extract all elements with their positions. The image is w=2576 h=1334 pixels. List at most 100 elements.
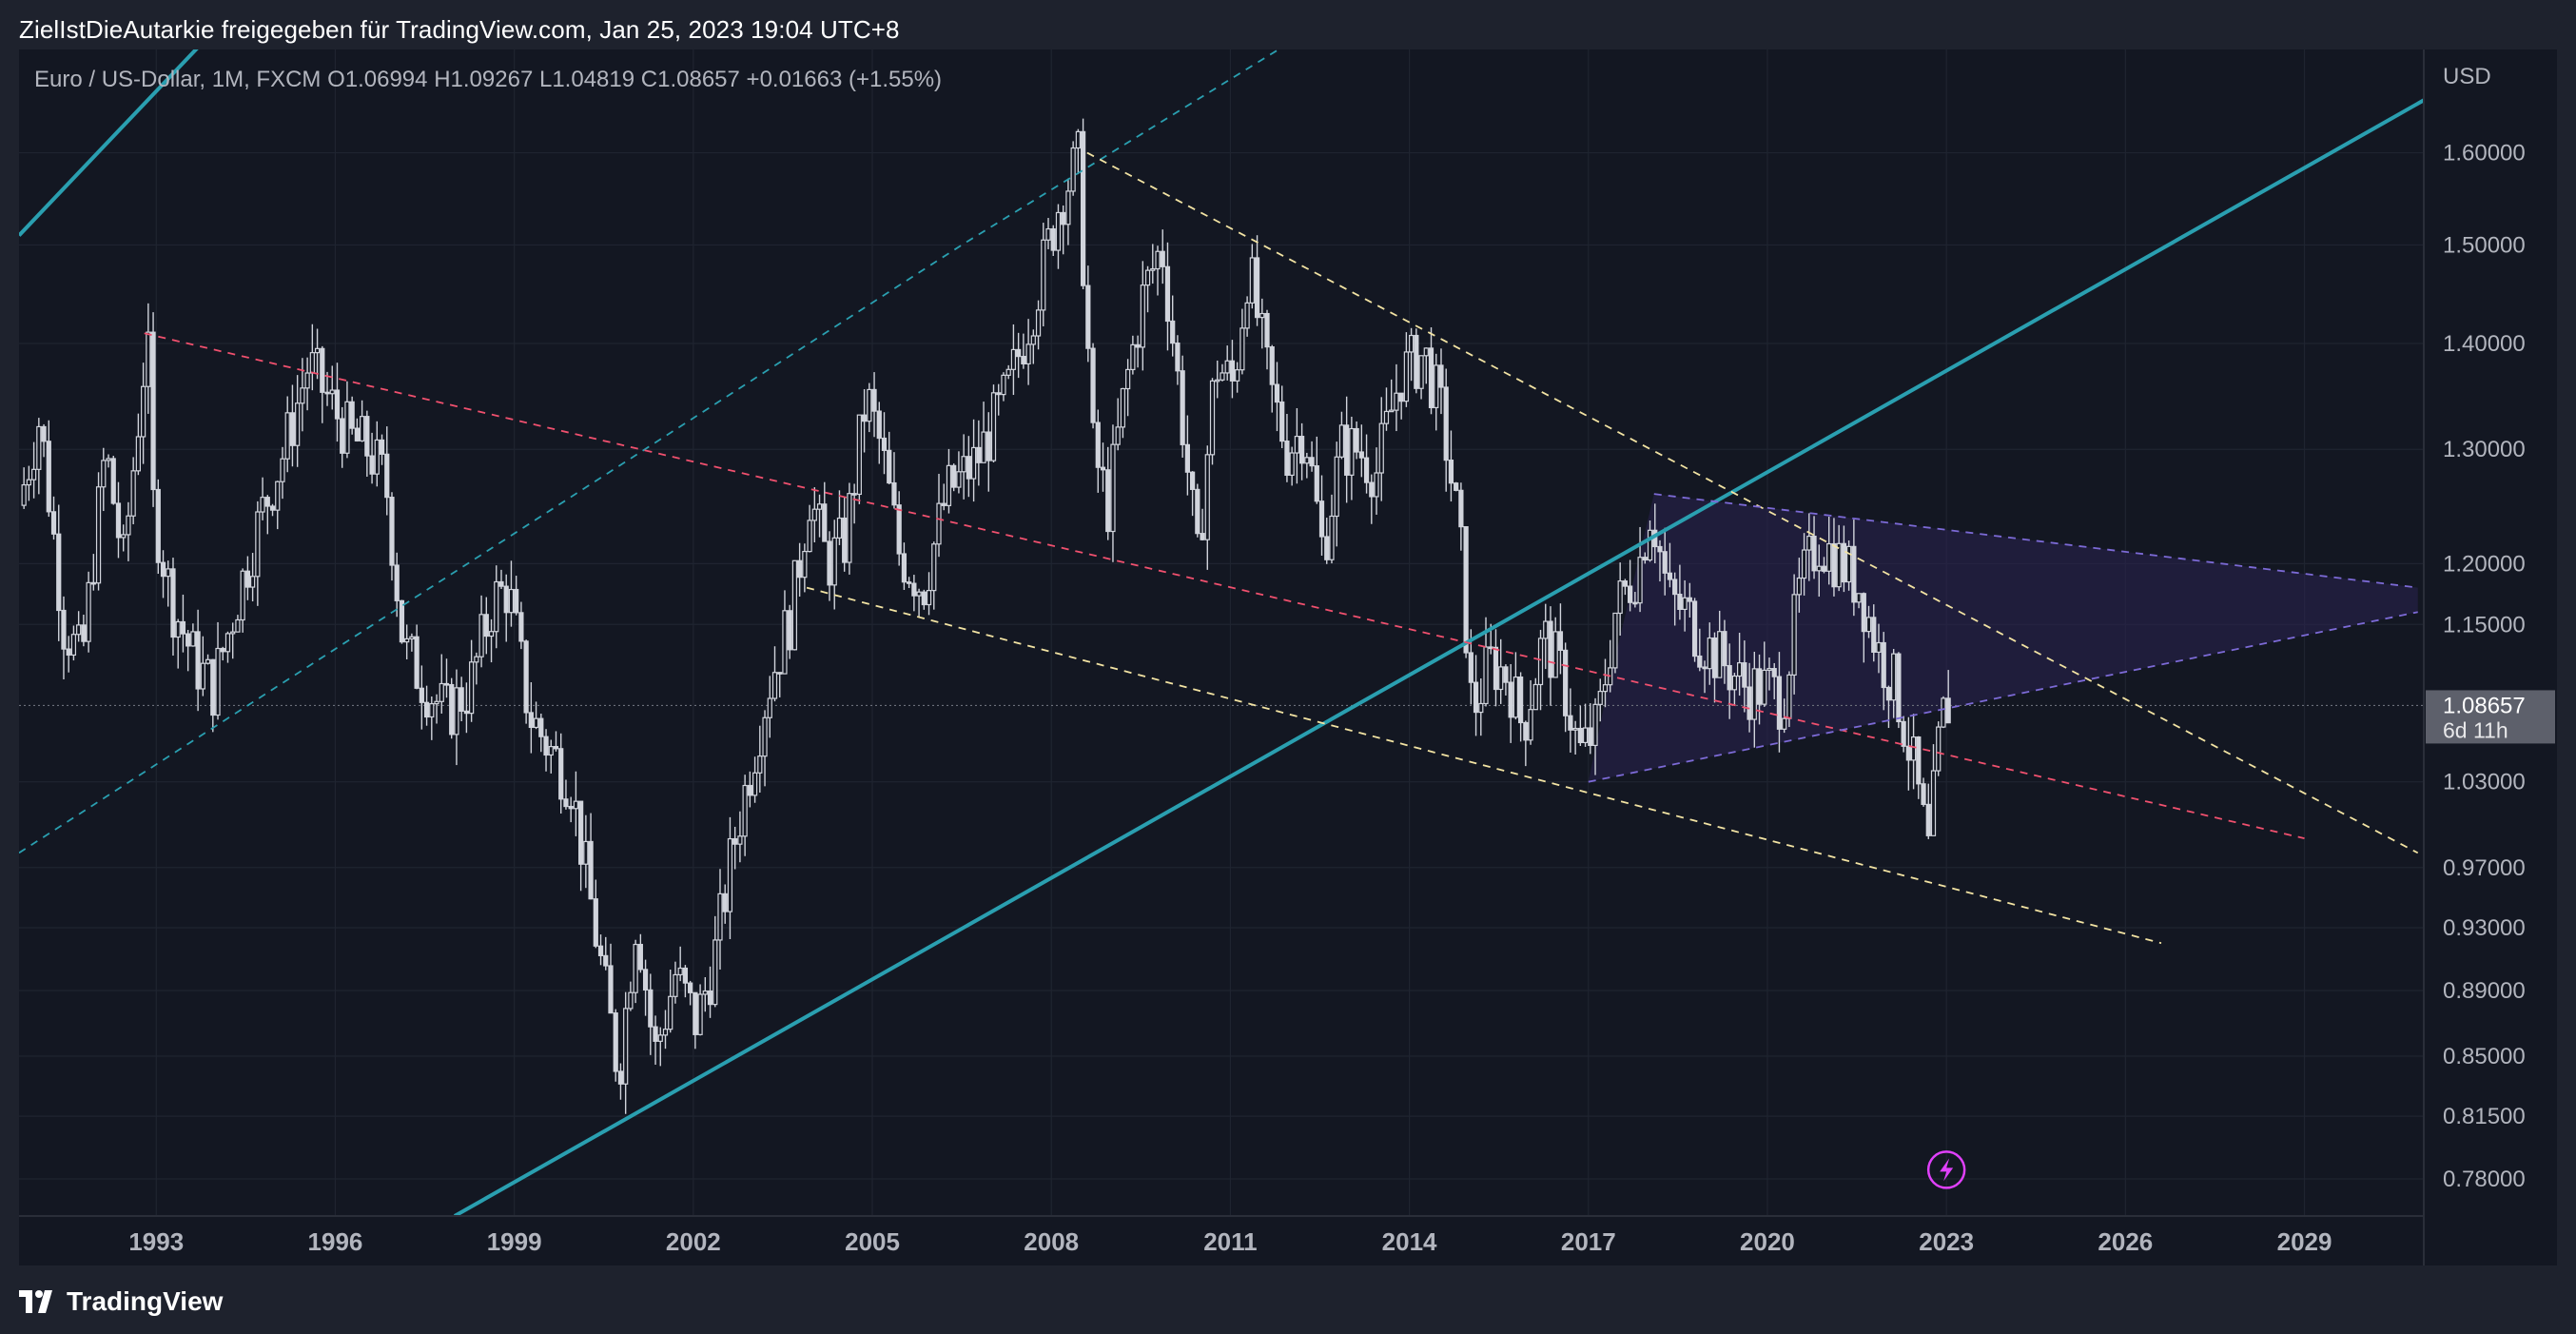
candle-body (200, 662, 205, 690)
candle-body (329, 389, 335, 395)
candle-body (1264, 312, 1270, 348)
flash-icon[interactable] (1926, 1150, 1966, 1189)
candle-body (1672, 579, 1678, 596)
candle-body (1184, 443, 1190, 473)
candle-body (1523, 721, 1529, 741)
candle-body (642, 969, 649, 991)
trendline-outer-teal-upper[interactable] (19, 49, 258, 237)
candles (21, 118, 1951, 1114)
trendline-yellow-dashed-lower[interactable] (806, 586, 2162, 945)
candle-body (637, 943, 643, 971)
candle-body (1667, 572, 1673, 580)
candle-body (269, 505, 276, 511)
candle-body (1925, 803, 1931, 836)
candle-body (907, 581, 912, 584)
candle-body (811, 508, 817, 521)
price-chart[interactable]: USD 1.60000 1.50000 1.40000 1.30000 1.20000 1.… (19, 49, 2557, 1265)
candle-body (1428, 347, 1434, 409)
candle-body (887, 449, 892, 484)
candle-body (1050, 227, 1056, 251)
y-tick-label: 1.60000 (2443, 141, 2526, 167)
candle-body (847, 493, 852, 563)
candle-body (304, 372, 310, 389)
candle-body (454, 687, 459, 736)
trendline-outer-teal-lower[interactable] (453, 98, 2424, 1216)
candle-body (419, 687, 424, 703)
candle-body (816, 503, 823, 510)
candle-body (732, 837, 738, 845)
candle-body (1711, 637, 1718, 678)
tradingview-logo[interactable]: TradingView (19, 1286, 223, 1317)
candle-body (1811, 535, 1817, 572)
x-tick-label: 2011 (1203, 1227, 1257, 1256)
candle-body (170, 568, 176, 638)
candle-body (856, 414, 862, 496)
x-tick-label: 2017 (1561, 1227, 1616, 1256)
chart-area[interactable]: USD 1.60000 1.50000 1.40000 1.30000 1.20000 1.… (19, 49, 2557, 1265)
candle-body (1140, 284, 1145, 348)
candle-body (56, 533, 62, 612)
y-tick-label: 1.40000 (2443, 331, 2526, 357)
candle-body (1001, 374, 1006, 396)
candle-body (901, 553, 907, 583)
y-tick-label: 1.50000 (2443, 232, 2526, 258)
trendline-teal-dashed-middle[interactable] (19, 49, 1410, 854)
candle-body (1488, 646, 1493, 650)
candle-body (523, 640, 529, 714)
candle-body (1916, 736, 1922, 785)
candle-body (608, 965, 614, 1014)
candle-body (767, 697, 772, 718)
candle-body (66, 648, 71, 657)
candle-body (916, 591, 922, 597)
candle-body (1508, 681, 1513, 718)
candle-body (543, 736, 549, 756)
candle-body (106, 458, 111, 461)
candle-body (1518, 676, 1524, 724)
candle-body (295, 402, 301, 446)
trendline-triangle-lower[interactable] (1588, 611, 2418, 783)
candle-body (568, 805, 574, 810)
candle-body (1642, 557, 1648, 561)
candle-body (1632, 601, 1638, 605)
candle-body (976, 446, 982, 463)
candle-body (1423, 347, 1429, 357)
candle-body (1110, 443, 1116, 533)
candle-body (255, 511, 261, 578)
candle-body (1836, 542, 1842, 588)
candle-body (518, 612, 524, 642)
candle-body (110, 458, 116, 504)
candle-body (1030, 335, 1036, 345)
candle-body (1891, 653, 1897, 701)
candle-body (1468, 652, 1473, 683)
candle-body (1434, 364, 1439, 409)
candle-body (284, 412, 290, 460)
candle-body (717, 893, 723, 941)
candle-body (617, 1070, 624, 1085)
candle-body (842, 517, 848, 563)
open-value: 1.06994 (344, 67, 428, 92)
candle-body (399, 599, 405, 643)
candle-body (990, 392, 997, 461)
candle-body (1125, 368, 1131, 390)
candle-body (926, 590, 932, 606)
x-tick-label: 2023 (1919, 1227, 1974, 1256)
candle-body (50, 511, 57, 535)
candle-body (180, 620, 186, 635)
symbol-legend: Euro / US-Dollar, 1M, FXCM O1.06994 H1.0… (34, 67, 942, 93)
candle-body (1229, 360, 1236, 382)
candle-body (364, 416, 370, 457)
candle-body (1189, 471, 1196, 490)
candle-body (1622, 580, 1629, 587)
candle-body (474, 656, 479, 663)
symbol-label: Euro / US-Dollar, 1M, FXCM (34, 67, 322, 92)
candle-body (1905, 745, 1911, 761)
candle-body (791, 559, 798, 651)
candle-body (682, 967, 689, 984)
candle-body (121, 534, 127, 539)
candle-body (140, 385, 146, 438)
candle-body (61, 609, 67, 650)
candle-body (300, 387, 305, 404)
candle-body (867, 388, 872, 422)
price-axis-panel (2424, 49, 2557, 1265)
candle-body (1901, 720, 1906, 747)
